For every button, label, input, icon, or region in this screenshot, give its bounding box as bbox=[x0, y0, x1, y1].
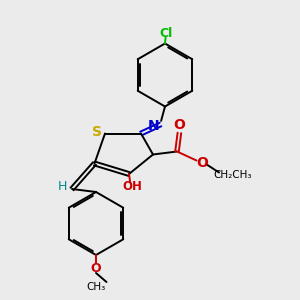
Text: O: O bbox=[91, 262, 101, 275]
Text: N: N bbox=[148, 119, 160, 133]
Text: Cl: Cl bbox=[160, 27, 173, 40]
Text: O: O bbox=[196, 156, 208, 170]
Text: S: S bbox=[92, 125, 102, 139]
Text: O: O bbox=[173, 118, 185, 132]
Text: H: H bbox=[58, 179, 67, 193]
Text: CH₂CH₃: CH₂CH₃ bbox=[213, 170, 252, 181]
Text: OH: OH bbox=[122, 180, 142, 193]
Text: CH₃: CH₃ bbox=[86, 281, 106, 292]
